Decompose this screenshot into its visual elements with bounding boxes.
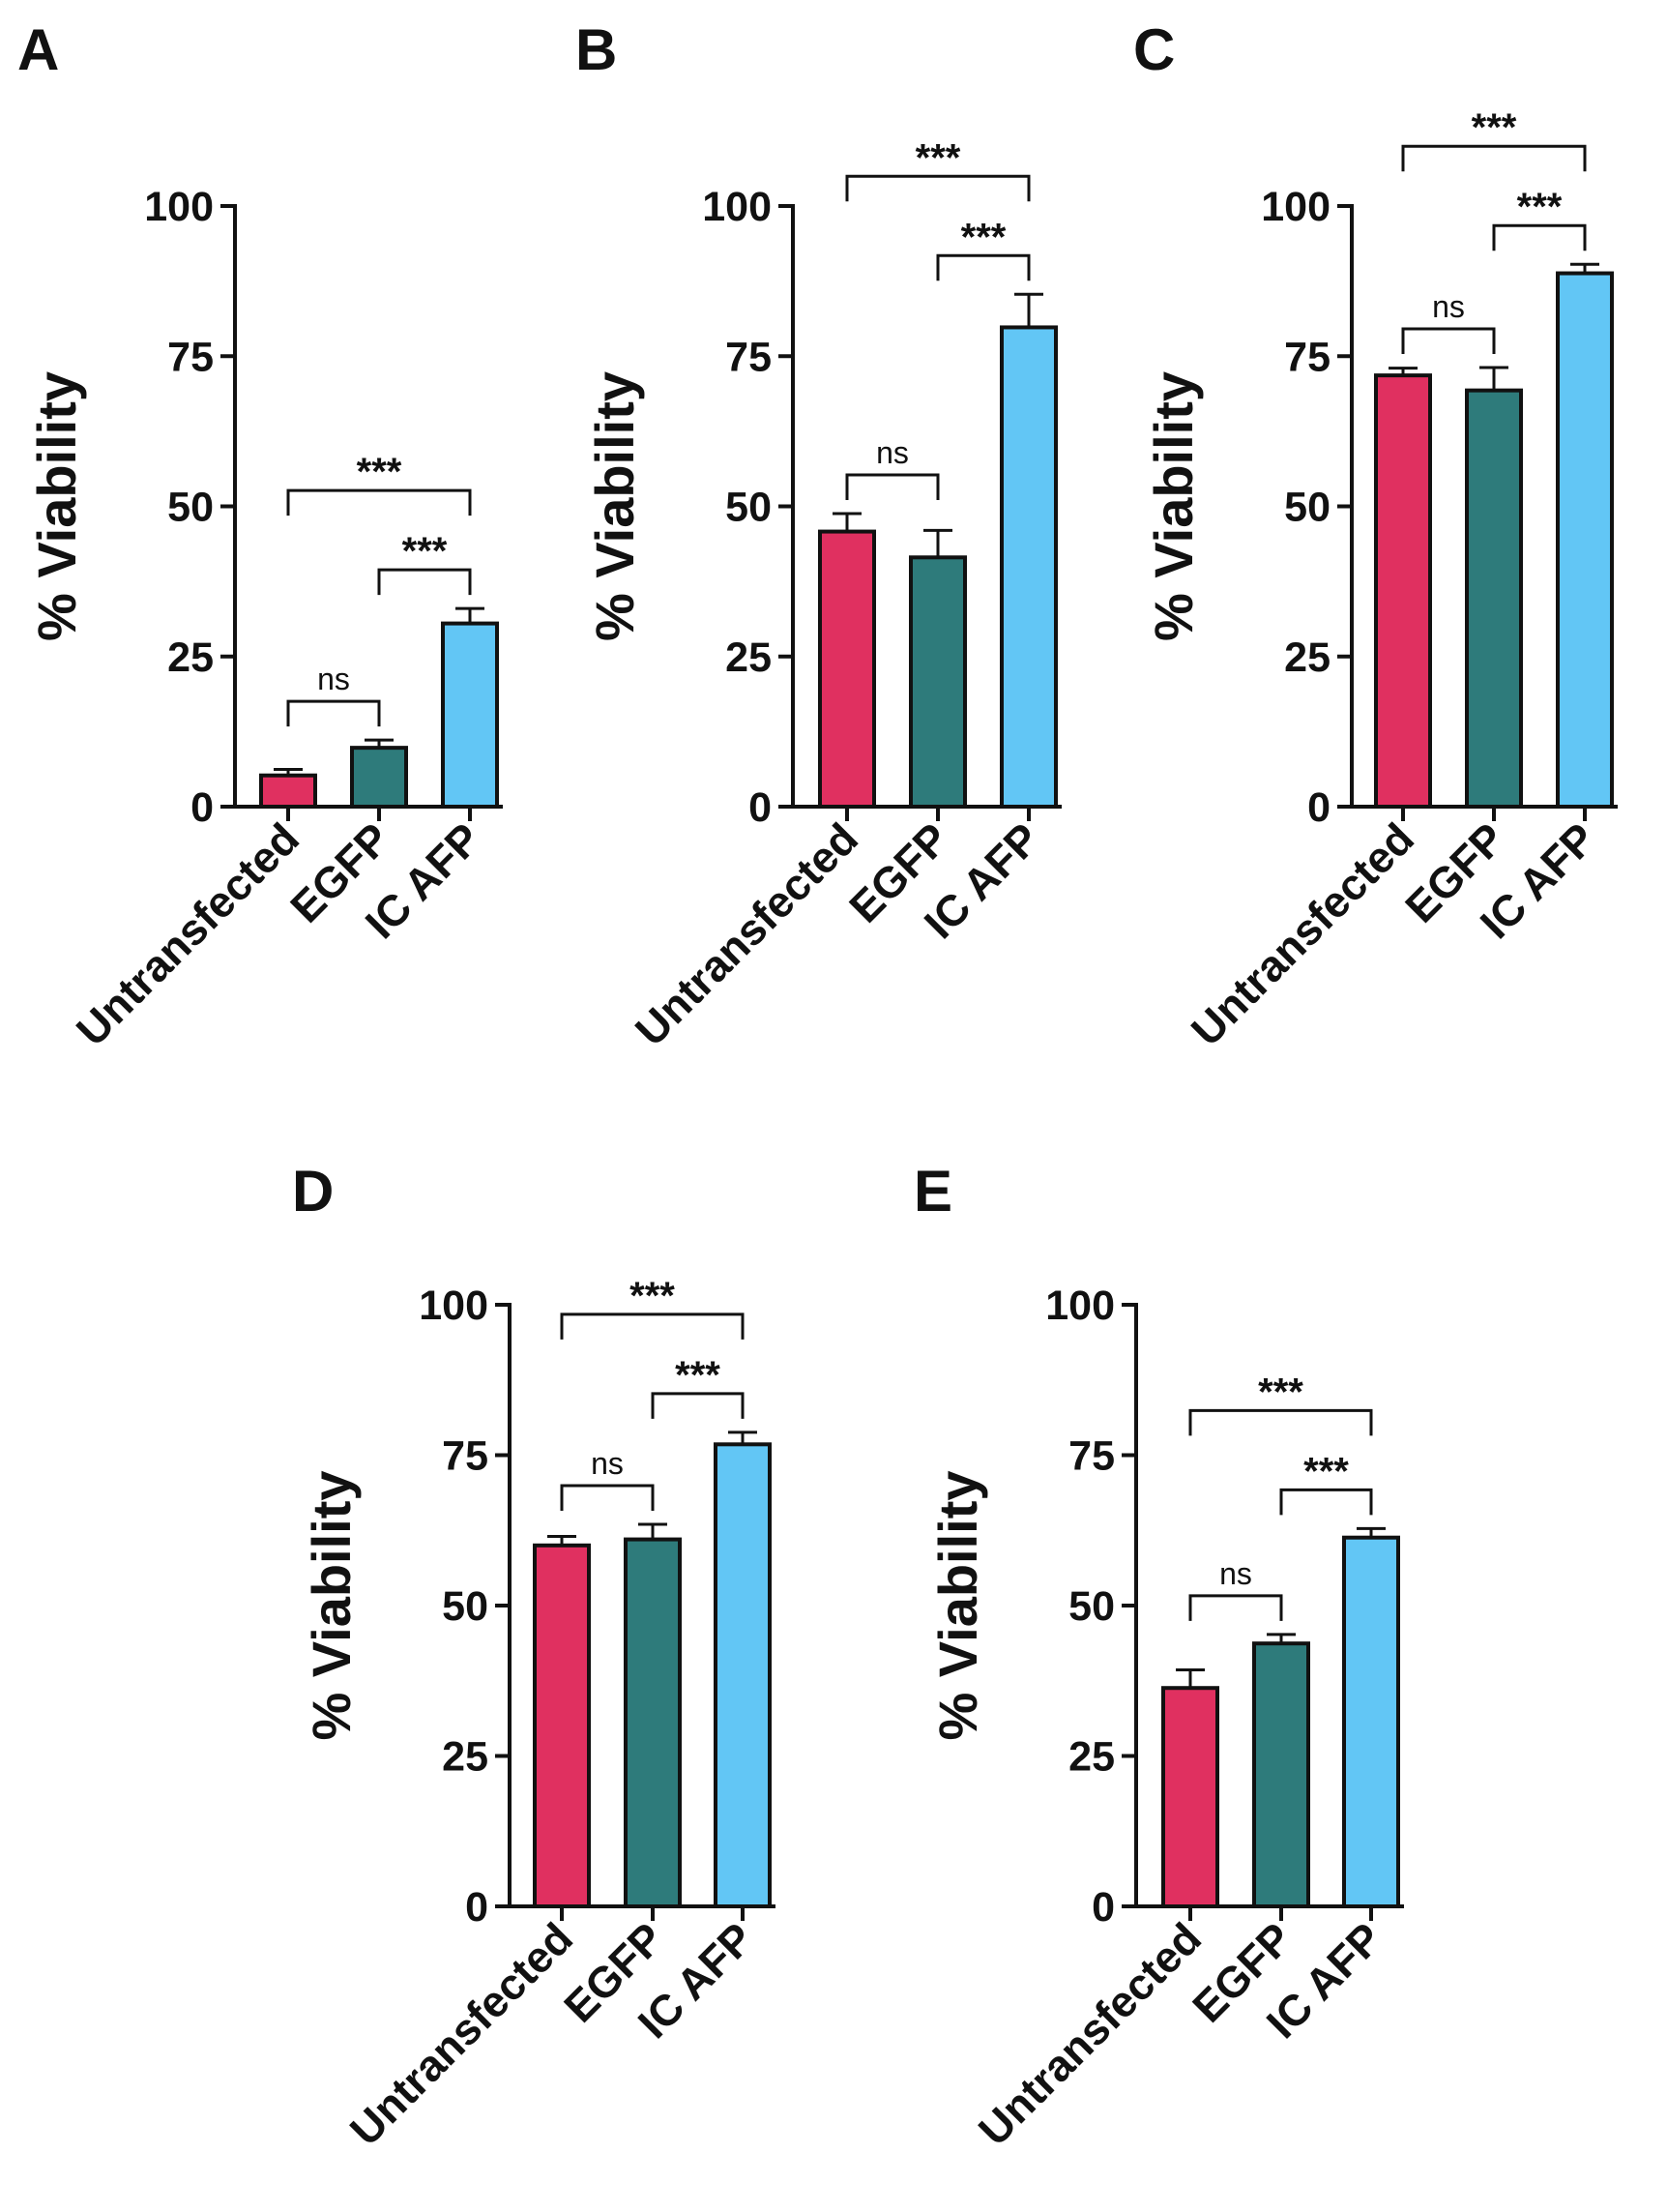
bar-untransfected: [533, 1543, 591, 1909]
y-tick-label: 100: [1261, 184, 1331, 230]
significance-label-stars: ***: [1258, 1371, 1303, 1413]
panel-d: D% Viability0255075100UntransfectedEGFPI…: [292, 1159, 775, 2155]
x-category-label: Untransfected: [1182, 813, 1423, 1055]
significance-label-stars: ***: [916, 136, 961, 179]
significance-bracket: [560, 1312, 745, 1340]
y-tick-label: 100: [419, 1283, 488, 1329]
y-tick-label: 0: [465, 1884, 488, 1931]
y-tick-label: 50: [1284, 485, 1331, 531]
bar-ic-afp: [1000, 325, 1058, 809]
significance-bracket: [1401, 327, 1496, 355]
significance-bracket: [1188, 1594, 1283, 1621]
y-tick-label: 0: [1092, 1884, 1115, 1931]
significance-label-stars: ***: [1472, 106, 1517, 149]
y-tick-label: 100: [144, 184, 214, 230]
significance-label-ns: ns: [317, 662, 350, 696]
panel-letter: B: [575, 17, 617, 82]
y-tick-label: 50: [167, 485, 214, 531]
y-tick-label: 75: [725, 334, 772, 380]
panel-letter: D: [292, 1159, 334, 1224]
significance-bracket: [1401, 144, 1587, 172]
y-tick-label: 25: [167, 634, 214, 681]
significance-bracket: [845, 174, 1031, 202]
significance-bracket: [560, 1484, 655, 1512]
significance-bracket: [651, 1392, 745, 1419]
y-tick-label: 50: [725, 485, 772, 531]
bar-untransfected: [818, 529, 876, 809]
y-axis-title: % Viability: [584, 371, 645, 641]
x-category-label: Untransfected: [626, 813, 867, 1055]
bar-ic-afp: [1556, 271, 1614, 809]
bar-ic-afp: [1342, 1535, 1400, 1908]
panel-e: E% Viability0255075100UntransfectedEGFPI…: [914, 1159, 1404, 2155]
significance-bracket: [286, 699, 381, 727]
significance-bracket: [1279, 1488, 1373, 1516]
significance-label-stars: ***: [1517, 186, 1563, 228]
bar-untransfected: [1161, 1686, 1219, 1908]
bar-egfp: [909, 555, 967, 809]
x-category-label: Untransfected: [67, 813, 308, 1055]
bar-egfp: [1465, 388, 1523, 809]
significance-label-stars: ***: [1303, 1450, 1349, 1492]
bar-egfp: [1252, 1641, 1310, 1909]
y-tick-label: 0: [1307, 784, 1331, 831]
bar-untransfected: [259, 773, 317, 810]
panel-c: C% Viability0255075100UntransfectedEGFPI…: [1133, 17, 1618, 1055]
x-category-label: Untransfected: [340, 1913, 582, 2155]
y-axis-title: % Viability: [927, 1470, 988, 1740]
significance-label-stars: ***: [675, 1354, 720, 1397]
y-tick-label: 25: [1284, 634, 1331, 681]
y-tick-label: 0: [748, 784, 772, 831]
panel-b: B% Viability0255075100UntransfectedEGFPI…: [575, 17, 1062, 1055]
significance-label-ns: ns: [876, 435, 909, 470]
bar-ic-afp: [441, 621, 499, 809]
y-tick-label: 100: [1045, 1283, 1115, 1329]
y-tick-label: 25: [725, 634, 772, 681]
y-tick-label: 50: [1068, 1583, 1115, 1630]
significance-bracket: [377, 568, 472, 596]
y-tick-label: 25: [442, 1734, 488, 1781]
y-axis-title: % Viability: [301, 1470, 362, 1740]
significance-label-ns: ns: [1219, 1556, 1252, 1591]
significance-label-stars: ***: [961, 216, 1007, 258]
y-axis-title: % Viability: [1143, 371, 1204, 641]
significance-bracket: [1492, 223, 1587, 251]
y-tick-label: 75: [442, 1433, 488, 1480]
bar-egfp: [624, 1537, 682, 1908]
significance-bracket: [845, 473, 940, 500]
significance-label-ns: ns: [1432, 289, 1465, 324]
y-tick-label: 100: [702, 184, 772, 230]
y-tick-label: 75: [1068, 1433, 1115, 1480]
bar-untransfected: [1374, 373, 1432, 809]
x-category-label: Untransfected: [969, 1913, 1211, 2155]
significance-bracket: [1188, 1408, 1373, 1436]
panel-letter: C: [1133, 17, 1175, 82]
significance-label-ns: ns: [591, 1446, 624, 1481]
panel-letter: A: [17, 17, 59, 82]
panel-a: A% Viability0255075100UntransfectedEGFPI…: [17, 17, 503, 1055]
significance-bracket: [936, 253, 1031, 281]
y-tick-label: 25: [1068, 1734, 1115, 1781]
significance-label-stars: ***: [629, 1275, 675, 1317]
panel-letter: E: [914, 1159, 952, 1224]
significance-label-stars: ***: [402, 530, 448, 573]
bar-ic-afp: [714, 1442, 772, 1908]
significance-bracket: [286, 488, 472, 516]
significance-label-stars: ***: [357, 451, 402, 493]
y-axis-title: % Viability: [26, 371, 87, 641]
y-tick-label: 75: [167, 334, 214, 380]
bar-egfp: [350, 746, 408, 810]
y-tick-label: 0: [190, 784, 214, 831]
y-tick-label: 50: [442, 1583, 488, 1630]
y-tick-label: 75: [1284, 334, 1331, 380]
